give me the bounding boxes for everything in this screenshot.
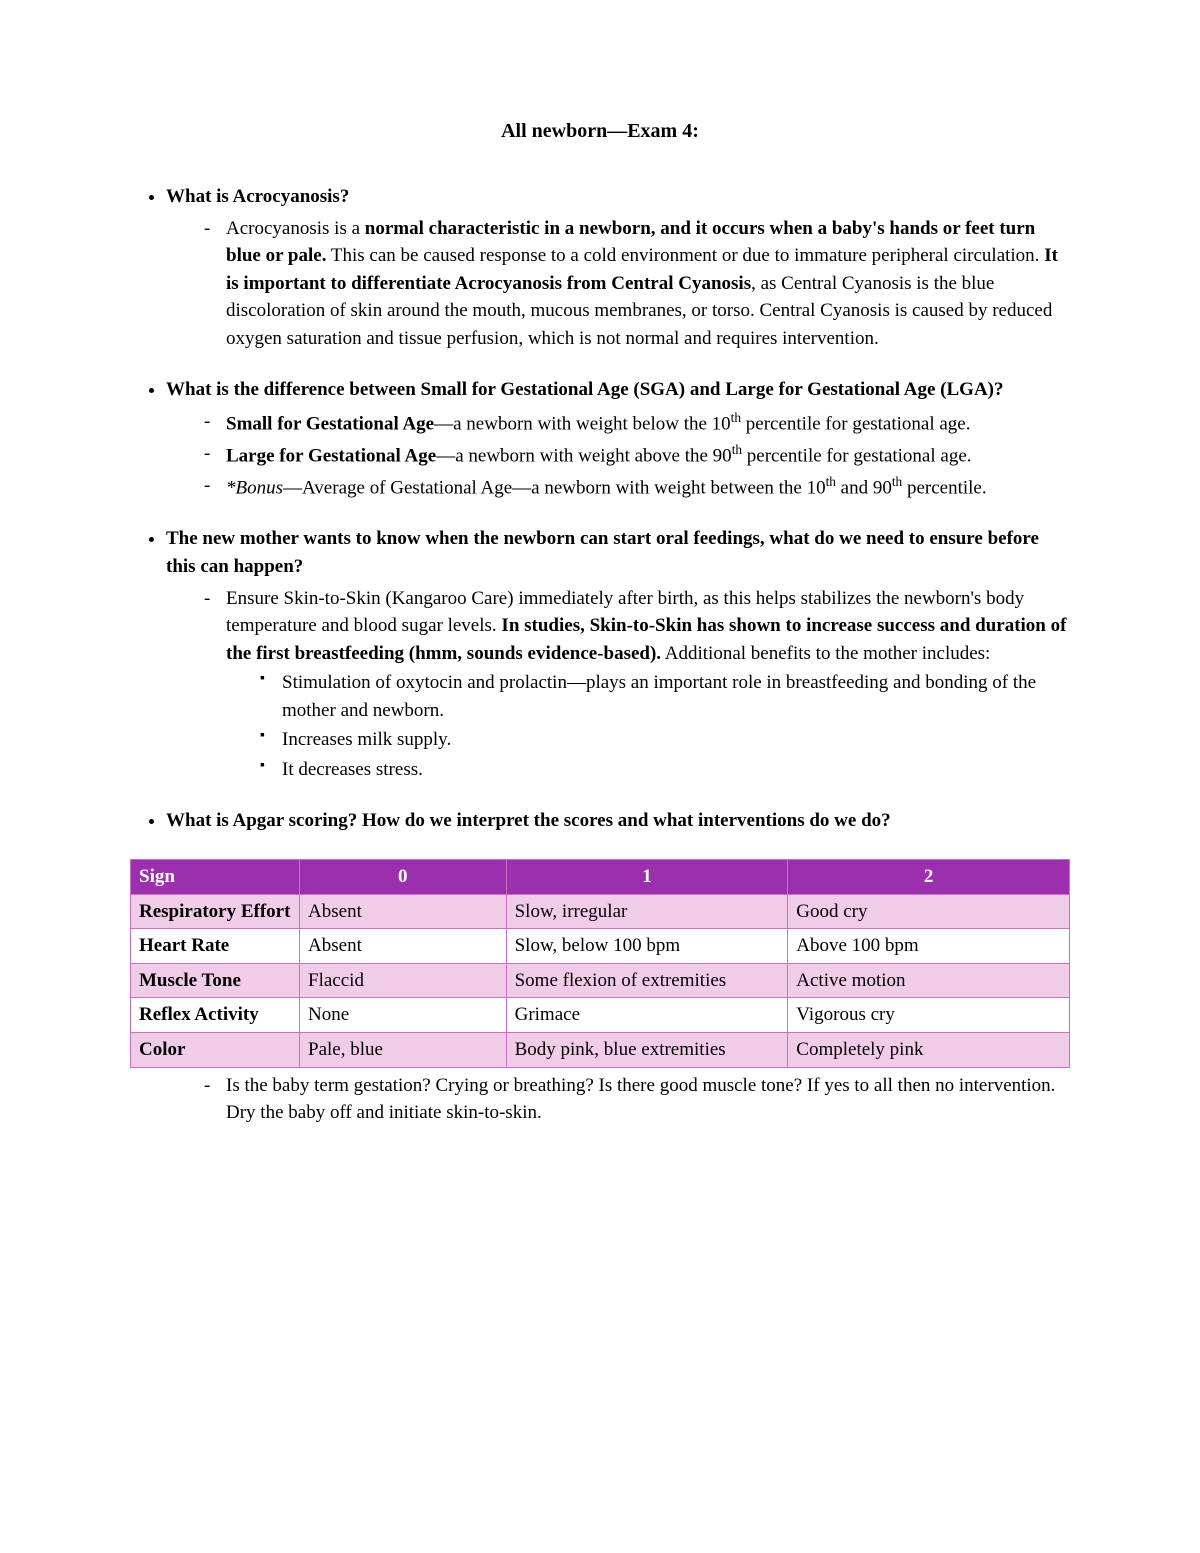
answer-list: Ensure Skin-to-Skin (Kangaroo Care) imme… <box>166 585 1070 784</box>
text-segment: —Average of Gestational Age—a newborn wi… <box>283 477 826 498</box>
text-segment: Acrocyanosis is a <box>226 218 365 239</box>
table-row-header: Color <box>131 1033 300 1068</box>
table-header-cell: 2 <box>788 859 1070 894</box>
text-segment: and 90 <box>836 477 892 498</box>
page-title: All newborn—Exam 4: <box>130 120 1070 143</box>
table-header-cell: 1 <box>506 859 788 894</box>
superscript: th <box>732 442 742 457</box>
question-text: The new mother wants to know when the ne… <box>166 528 1039 577</box>
table-cell: Slow, irregular <box>506 894 788 929</box>
text-segment: —a newborn with weight below the 10 <box>434 413 731 434</box>
table-cell: Completely pink <box>788 1033 1070 1068</box>
table-cell: Absent <box>300 894 507 929</box>
answer-item: Acrocyanosis is a normal characteristic … <box>226 215 1070 353</box>
question-text: What is the difference between Small for… <box>166 379 1004 400</box>
table-cell: Absent <box>300 929 507 964</box>
answer-item: Large for Gestational Age—a newborn with… <box>226 440 1070 470</box>
table-row-header: Heart Rate <box>131 929 300 964</box>
table-cell: Slow, below 100 bpm <box>506 929 788 964</box>
table-head: Sign012 <box>131 859 1070 894</box>
question-item-1: What is Acrocyanosis? Acrocyanosis is a … <box>166 183 1070 352</box>
table-header-row: Sign012 <box>131 859 1070 894</box>
answer-item: Small for Gestational Age—a newborn with… <box>226 408 1070 438</box>
text-segment: percentile for gestational age. <box>742 445 971 466</box>
question-text: What is Acrocyanosis? <box>166 186 349 207</box>
text-segment: Additional benefits to the mother includ… <box>661 643 990 664</box>
table-cell: None <box>300 998 507 1033</box>
answer-list: Acrocyanosis is a normal characteristic … <box>166 215 1070 353</box>
table-row-header: Muscle Tone <box>131 963 300 998</box>
superscript: th <box>826 474 836 489</box>
text-segment: percentile for gestational age. <box>741 413 970 434</box>
sub-answer-item: It decreases stress. <box>282 756 1070 784</box>
table-cell: Vigorous cry <box>788 998 1070 1033</box>
table-header-cell: 0 <box>300 859 507 894</box>
term-label: Small for Gestational Age <box>226 413 434 434</box>
question-list: What is Acrocyanosis? Acrocyanosis is a … <box>130 183 1070 835</box>
table-cell: Pale, blue <box>300 1033 507 1068</box>
table-cell: Grimace <box>506 998 788 1033</box>
superscript: th <box>892 474 902 489</box>
table-body: Respiratory EffortAbsentSlow, irregularG… <box>131 894 1070 1067</box>
term-label: Large for Gestational Age <box>226 445 436 466</box>
post-table-item: Is the baby term gestation? Crying or br… <box>226 1072 1070 1127</box>
table-cell: Good cry <box>788 894 1070 929</box>
table-cell: Flaccid <box>300 963 507 998</box>
question-item-3: The new mother wants to know when the ne… <box>166 525 1070 783</box>
table-row: ColorPale, blueBody pink, blue extremiti… <box>131 1033 1070 1068</box>
text-segment: This can be caused response to a cold en… <box>326 245 1044 266</box>
table-cell: Active motion <box>788 963 1070 998</box>
answer-item: Ensure Skin-to-Skin (Kangaroo Care) imme… <box>226 585 1070 784</box>
table-row: Respiratory EffortAbsentSlow, irregularG… <box>131 894 1070 929</box>
bonus-label: *Bonus <box>226 477 283 498</box>
post-table-list: Is the baby term gestation? Crying or br… <box>130 1072 1070 1127</box>
sub-answer-item: Increases milk supply. <box>282 726 1070 754</box>
sub-answer-list: Stimulation of oxytocin and prolactin—pl… <box>226 669 1070 783</box>
answer-item: *Bonus—Average of Gestational Age—a newb… <box>226 472 1070 502</box>
document-page: All newborn—Exam 4: What is Acrocyanosis… <box>0 0 1200 1553</box>
table-row: Muscle ToneFlaccidSome flexion of extrem… <box>131 963 1070 998</box>
superscript: th <box>731 410 741 425</box>
question-item-2: What is the difference between Small for… <box>166 376 1070 501</box>
table-row: Heart RateAbsentSlow, below 100 bpmAbove… <box>131 929 1070 964</box>
table-row: Reflex ActivityNoneGrimaceVigorous cry <box>131 998 1070 1033</box>
text-segment: —a newborn with weight above the 90 <box>436 445 731 466</box>
table-row-header: Reflex Activity <box>131 998 300 1033</box>
question-item-4: What is Apgar scoring? How do we interpr… <box>166 807 1070 835</box>
answer-list: Small for Gestational Age—a newborn with… <box>166 408 1070 502</box>
text-segment: percentile. <box>902 477 986 498</box>
table-row-header: Respiratory Effort <box>131 894 300 929</box>
question-text: What is Apgar scoring? How do we interpr… <box>166 810 891 831</box>
apgar-table: Sign012 Respiratory EffortAbsentSlow, ir… <box>130 859 1070 1068</box>
table-cell: Body pink, blue extremities <box>506 1033 788 1068</box>
table-header-cell: Sign <box>131 859 300 894</box>
table-cell: Above 100 bpm <box>788 929 1070 964</box>
sub-answer-item: Stimulation of oxytocin and prolactin—pl… <box>282 669 1070 724</box>
table-cell: Some flexion of extremities <box>506 963 788 998</box>
